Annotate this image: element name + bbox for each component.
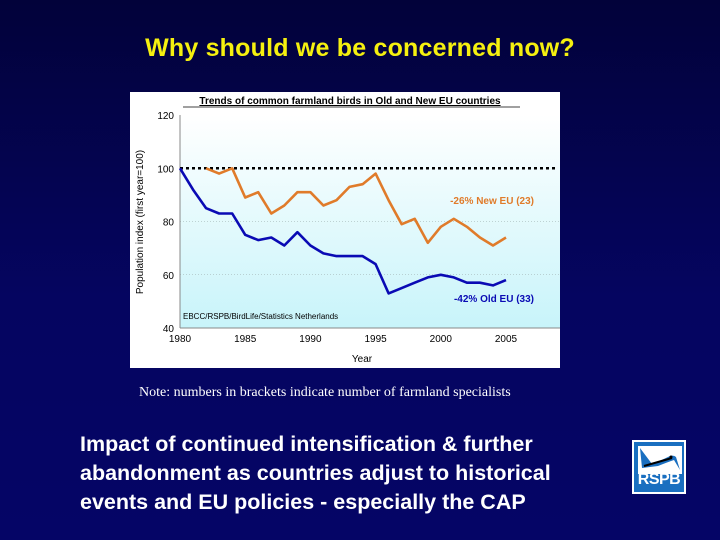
gridlines	[180, 221, 560, 276]
data-series	[178, 167, 555, 295]
new-eu-label: -26% New EU (23)	[450, 196, 534, 207]
logo-text: RSPB	[637, 471, 681, 488]
y-tick-label: 100	[157, 164, 174, 175]
y-tick-label: 80	[163, 218, 175, 229]
old-eu-line	[178, 167, 507, 295]
line-chart: Trends of common farmland birds in Old a…	[130, 92, 560, 368]
y-tick-label: 120	[157, 111, 174, 122]
old-eu-label: -42% Old EU (33)	[454, 294, 534, 305]
slide-title: Why should we be concerned now?	[145, 34, 575, 62]
y-tick-label: 60	[163, 271, 175, 282]
bird-icon	[638, 446, 682, 474]
body-text: Impact of continued intensification & fu…	[80, 432, 551, 514]
chart-title: Trends of common farmland birds in Old a…	[199, 96, 501, 107]
x-tick-label: 1995	[364, 334, 387, 345]
y-tick-label: 40	[163, 324, 175, 335]
axes: 40 60 80 100 120 1980 1985 1990 1995 2000 2005	[157, 111, 560, 345]
y-axis-label: Population index (first year=100)	[135, 150, 146, 294]
x-tick-label: 1990	[299, 334, 322, 345]
x-tick-label: 1985	[234, 334, 257, 345]
chart-note: Note: numbers in brackets indicate numbe…	[139, 385, 511, 400]
x-tick-label: 2005	[495, 334, 518, 345]
source-annotation: EBCC/RSPB/BirdLife/Statistics Netherland…	[183, 312, 338, 321]
x-tick-label: 2000	[430, 334, 453, 345]
x-tick-label: 1980	[169, 334, 192, 345]
x-axis-label: Year	[352, 354, 373, 365]
rspb-logo: RSPB	[632, 440, 686, 494]
new-eu-line	[205, 167, 507, 247]
